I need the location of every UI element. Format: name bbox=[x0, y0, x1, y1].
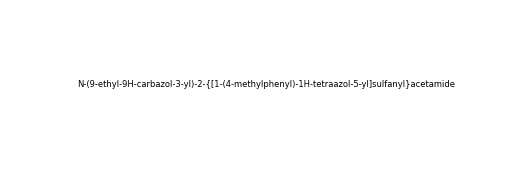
Text: N-(9-ethyl-9H-carbazol-3-yl)-2-{[1-(4-methylphenyl)-1H-tetraazol-5-yl]sulfanyl}a: N-(9-ethyl-9H-carbazol-3-yl)-2-{[1-(4-me… bbox=[77, 80, 455, 89]
